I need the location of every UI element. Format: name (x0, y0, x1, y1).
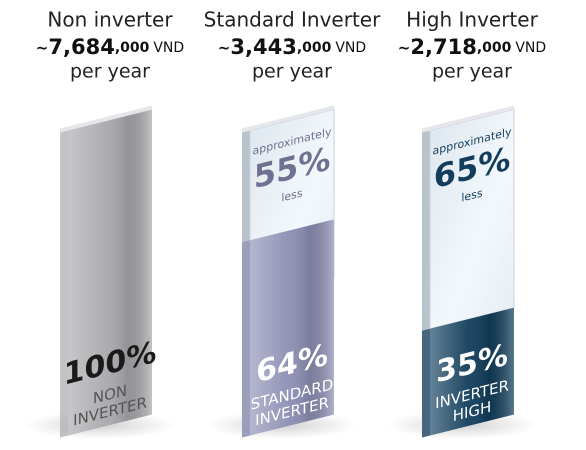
cost-prefix: ~ (36, 39, 49, 57)
bar-top (242, 105, 334, 133)
cost-label: ~7,684,000 VND (36, 35, 184, 59)
cost-prefix: ~ (398, 39, 411, 57)
savings-below: less (281, 186, 302, 204)
bar-top (422, 105, 514, 133)
category-title: High Inverter (406, 8, 538, 32)
bar-side-colored (60, 130, 68, 438)
bar-sheen (68, 109, 152, 436)
cost-main: 2,718 (410, 35, 476, 59)
cost-main: 7,684 (48, 35, 114, 59)
bar-side-colored (422, 328, 430, 438)
cost-prefix: ~ (218, 39, 231, 57)
cost-rest: ,000 (477, 40, 512, 56)
category-title: Non inverter (47, 8, 173, 32)
period-label: per year (432, 61, 512, 83)
bar-top (60, 105, 152, 133)
cost-label: ~2,718,000 VND (398, 35, 546, 59)
cost-unit: VND (515, 40, 546, 56)
savings-below: less (461, 186, 482, 204)
cost-unit: VND (153, 40, 184, 56)
bar-sheen (250, 219, 334, 436)
bar-sheen (430, 307, 514, 436)
cost-main: 3,443 (230, 35, 296, 59)
cost-unit: VND (335, 40, 366, 56)
cost-rest: ,000 (115, 40, 150, 56)
cost-rest: ,000 (297, 40, 332, 56)
period-label: per year (252, 61, 332, 83)
period-label: per year (70, 61, 150, 83)
cost-label: ~3,443,000 VND (218, 35, 366, 59)
bar-side-colored (242, 240, 250, 438)
category-title: Standard Inverter (204, 8, 381, 32)
